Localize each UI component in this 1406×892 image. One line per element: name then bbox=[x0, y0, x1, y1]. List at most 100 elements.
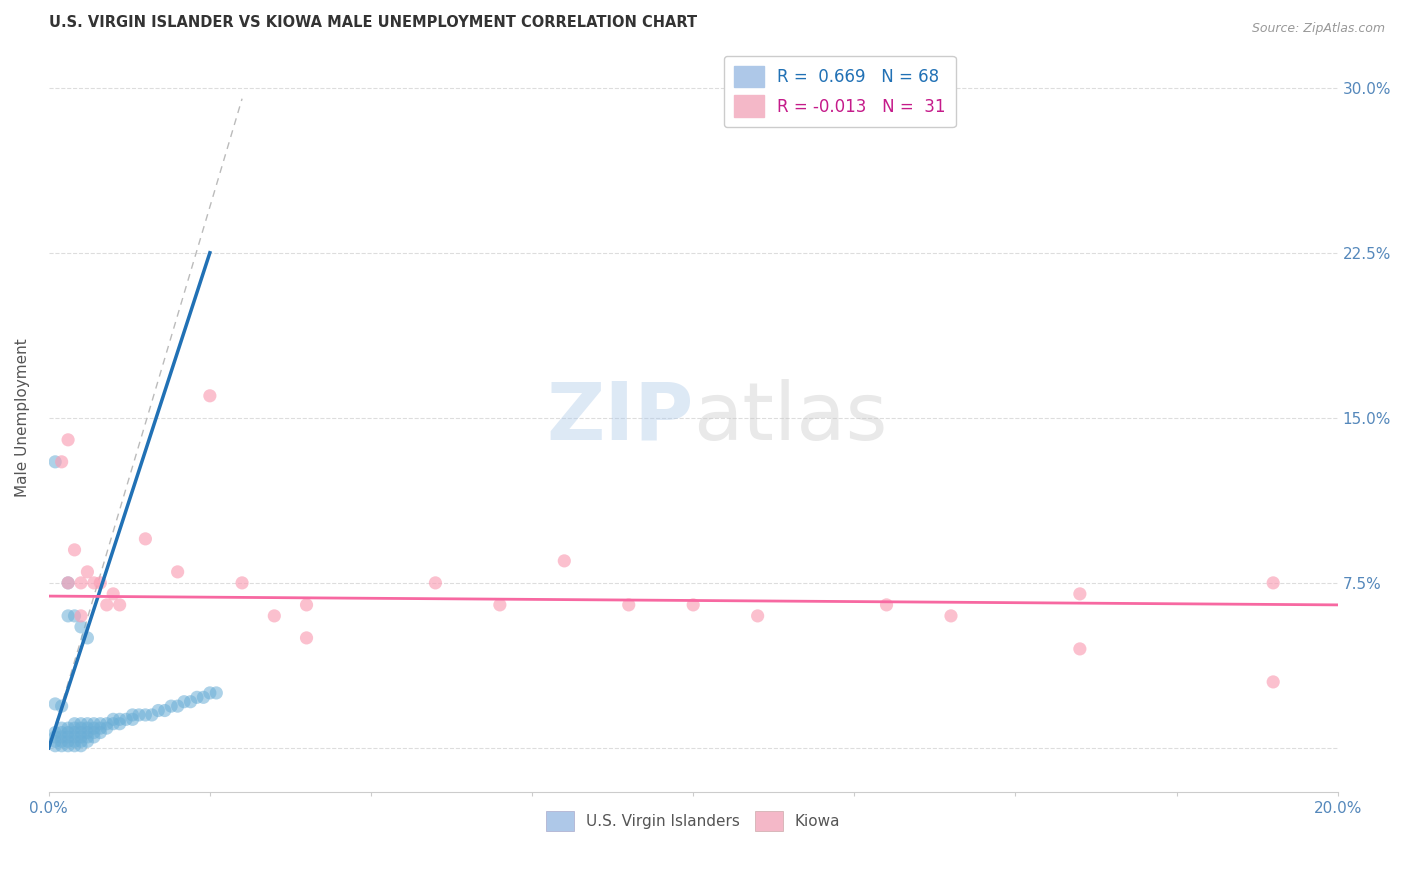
Text: U.S. VIRGIN ISLANDER VS KIOWA MALE UNEMPLOYMENT CORRELATION CHART: U.S. VIRGIN ISLANDER VS KIOWA MALE UNEMP… bbox=[49, 15, 697, 30]
Point bbox=[70, 608, 93, 623]
Point bbox=[76, 725, 98, 739]
Point bbox=[56, 575, 79, 590]
Point bbox=[103, 712, 125, 726]
Point bbox=[617, 598, 640, 612]
Point bbox=[83, 721, 105, 735]
Point bbox=[51, 730, 73, 744]
Text: atlas: atlas bbox=[693, 379, 887, 457]
Point bbox=[96, 721, 118, 735]
Point bbox=[56, 608, 79, 623]
Point bbox=[1069, 641, 1091, 656]
Point bbox=[70, 739, 93, 753]
Point bbox=[160, 699, 183, 714]
Point bbox=[51, 734, 73, 748]
Point bbox=[70, 716, 93, 731]
Point bbox=[63, 734, 86, 748]
Point bbox=[89, 721, 111, 735]
Point bbox=[83, 575, 105, 590]
Point bbox=[76, 730, 98, 744]
Point bbox=[489, 598, 512, 612]
Point bbox=[70, 620, 93, 634]
Point bbox=[89, 725, 111, 739]
Point bbox=[939, 608, 962, 623]
Point bbox=[747, 608, 769, 623]
Point bbox=[83, 725, 105, 739]
Point bbox=[51, 699, 73, 714]
Point bbox=[70, 721, 93, 735]
Point bbox=[180, 695, 202, 709]
Point bbox=[44, 697, 66, 711]
Point bbox=[44, 725, 66, 739]
Point bbox=[63, 716, 86, 731]
Point bbox=[51, 739, 73, 753]
Point bbox=[89, 716, 111, 731]
Point bbox=[83, 730, 105, 744]
Point bbox=[56, 734, 79, 748]
Point bbox=[186, 690, 208, 705]
Y-axis label: Male Unemployment: Male Unemployment bbox=[15, 338, 30, 497]
Point bbox=[63, 608, 86, 623]
Point bbox=[83, 716, 105, 731]
Point bbox=[108, 716, 131, 731]
Point bbox=[56, 721, 79, 735]
Point bbox=[205, 686, 228, 700]
Point bbox=[166, 565, 188, 579]
Point bbox=[76, 721, 98, 735]
Point bbox=[295, 631, 318, 645]
Point bbox=[166, 699, 188, 714]
Point bbox=[63, 725, 86, 739]
Point bbox=[198, 389, 221, 403]
Point bbox=[121, 707, 143, 722]
Point bbox=[1263, 575, 1285, 590]
Point bbox=[76, 565, 98, 579]
Point bbox=[553, 554, 575, 568]
Point bbox=[295, 598, 318, 612]
Point bbox=[56, 725, 79, 739]
Point bbox=[96, 716, 118, 731]
Point bbox=[876, 598, 898, 612]
Point bbox=[231, 575, 253, 590]
Point bbox=[63, 739, 86, 753]
Point bbox=[193, 690, 215, 705]
Text: Source: ZipAtlas.com: Source: ZipAtlas.com bbox=[1251, 22, 1385, 36]
Point bbox=[63, 730, 86, 744]
Point bbox=[89, 575, 111, 590]
Point bbox=[51, 455, 73, 469]
Point bbox=[56, 739, 79, 753]
Point bbox=[263, 608, 285, 623]
Point bbox=[44, 455, 66, 469]
Point bbox=[121, 712, 143, 726]
Point bbox=[1069, 587, 1091, 601]
Point bbox=[70, 725, 93, 739]
Point bbox=[56, 730, 79, 744]
Point bbox=[134, 707, 156, 722]
Point bbox=[44, 734, 66, 748]
Point bbox=[56, 575, 79, 590]
Point bbox=[134, 532, 156, 546]
Point bbox=[63, 542, 86, 557]
Point bbox=[173, 695, 195, 709]
Point bbox=[76, 716, 98, 731]
Point bbox=[44, 730, 66, 744]
Point bbox=[128, 707, 150, 722]
Point bbox=[76, 631, 98, 645]
Legend: U.S. Virgin Islanders, Kiowa: U.S. Virgin Islanders, Kiowa bbox=[540, 805, 846, 837]
Point bbox=[682, 598, 704, 612]
Text: ZIP: ZIP bbox=[546, 379, 693, 457]
Point bbox=[51, 725, 73, 739]
Point bbox=[96, 598, 118, 612]
Point bbox=[51, 721, 73, 735]
Point bbox=[56, 433, 79, 447]
Point bbox=[1263, 674, 1285, 689]
Point bbox=[153, 704, 176, 718]
Point bbox=[148, 704, 170, 718]
Point bbox=[70, 734, 93, 748]
Point bbox=[103, 716, 125, 731]
Point bbox=[103, 587, 125, 601]
Point bbox=[70, 575, 93, 590]
Point bbox=[425, 575, 447, 590]
Point bbox=[63, 721, 86, 735]
Point bbox=[198, 686, 221, 700]
Point bbox=[76, 734, 98, 748]
Point bbox=[115, 712, 138, 726]
